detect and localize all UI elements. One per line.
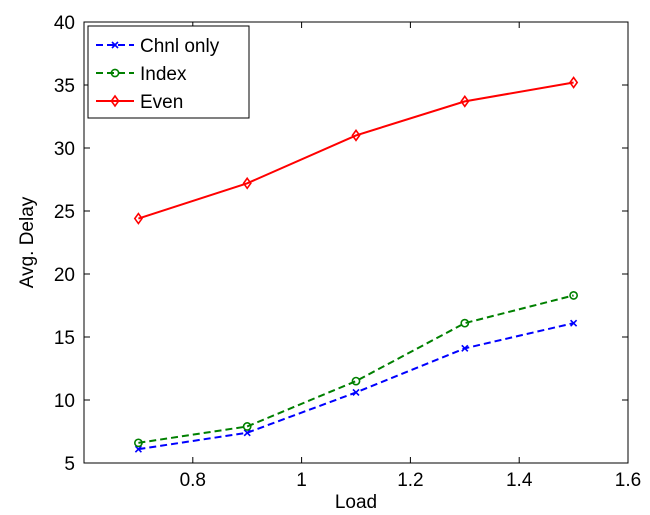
series-layer	[133, 76, 579, 453]
x-tick-label: 1.6	[615, 470, 641, 491]
series-line	[138, 294, 574, 444]
data-point	[570, 319, 578, 327]
y-tick-label: 10	[54, 391, 75, 412]
y-tick-label: 35	[54, 76, 75, 97]
legend-entry: Even	[96, 92, 183, 113]
data-point	[242, 422, 252, 431]
y-tick-label: 15	[54, 328, 75, 349]
data-point	[242, 176, 252, 190]
legend-label: Chnl only	[140, 36, 220, 57]
x-tick-label: 1.4	[506, 470, 533, 491]
x-tick-label: 0.8	[180, 470, 206, 491]
data-point	[351, 376, 361, 386]
data-point	[461, 344, 469, 352]
data-point	[134, 445, 142, 453]
x-axis-label: Load	[335, 492, 377, 513]
axis-layer: 0.8 1 1.2 1.4 1.6 5 10 15 20 25 30 35 40	[54, 13, 641, 491]
data-point	[569, 76, 579, 89]
data-point	[460, 318, 470, 328]
data-point	[243, 429, 251, 437]
y-tick-label: 25	[54, 202, 75, 223]
y-tick-label: 40	[54, 13, 75, 34]
legend-marker	[110, 68, 120, 78]
y-tick-label: 20	[54, 265, 75, 286]
data-point	[460, 95, 470, 108]
axes-box	[83, 21, 629, 464]
series-chnl-only	[134, 319, 578, 453]
y-tick-label: 30	[54, 139, 75, 160]
series-index	[133, 291, 578, 448]
legend-entry: Index	[96, 64, 187, 85]
legend: Chnl only Index Even	[87, 25, 250, 119]
legend-label: Even	[140, 92, 183, 113]
legend-marker	[111, 41, 119, 49]
series-even	[133, 76, 579, 225]
x-tick-label: 1.2	[397, 470, 423, 491]
legend-marker	[110, 94, 120, 108]
data-point	[133, 438, 143, 448]
data-point	[569, 291, 578, 300]
data-point	[352, 388, 360, 397]
data-point	[351, 129, 361, 142]
y-axis-label: Avg. Delay	[17, 196, 38, 288]
x-tick-label: 1	[296, 470, 307, 491]
legend-box	[87, 25, 250, 119]
legend-entry: Chnl only	[96, 36, 220, 57]
series-line	[138, 81, 574, 220]
legend-label: Index	[140, 64, 187, 85]
y-tick-label: 5	[64, 454, 75, 475]
data-point	[133, 212, 143, 225]
